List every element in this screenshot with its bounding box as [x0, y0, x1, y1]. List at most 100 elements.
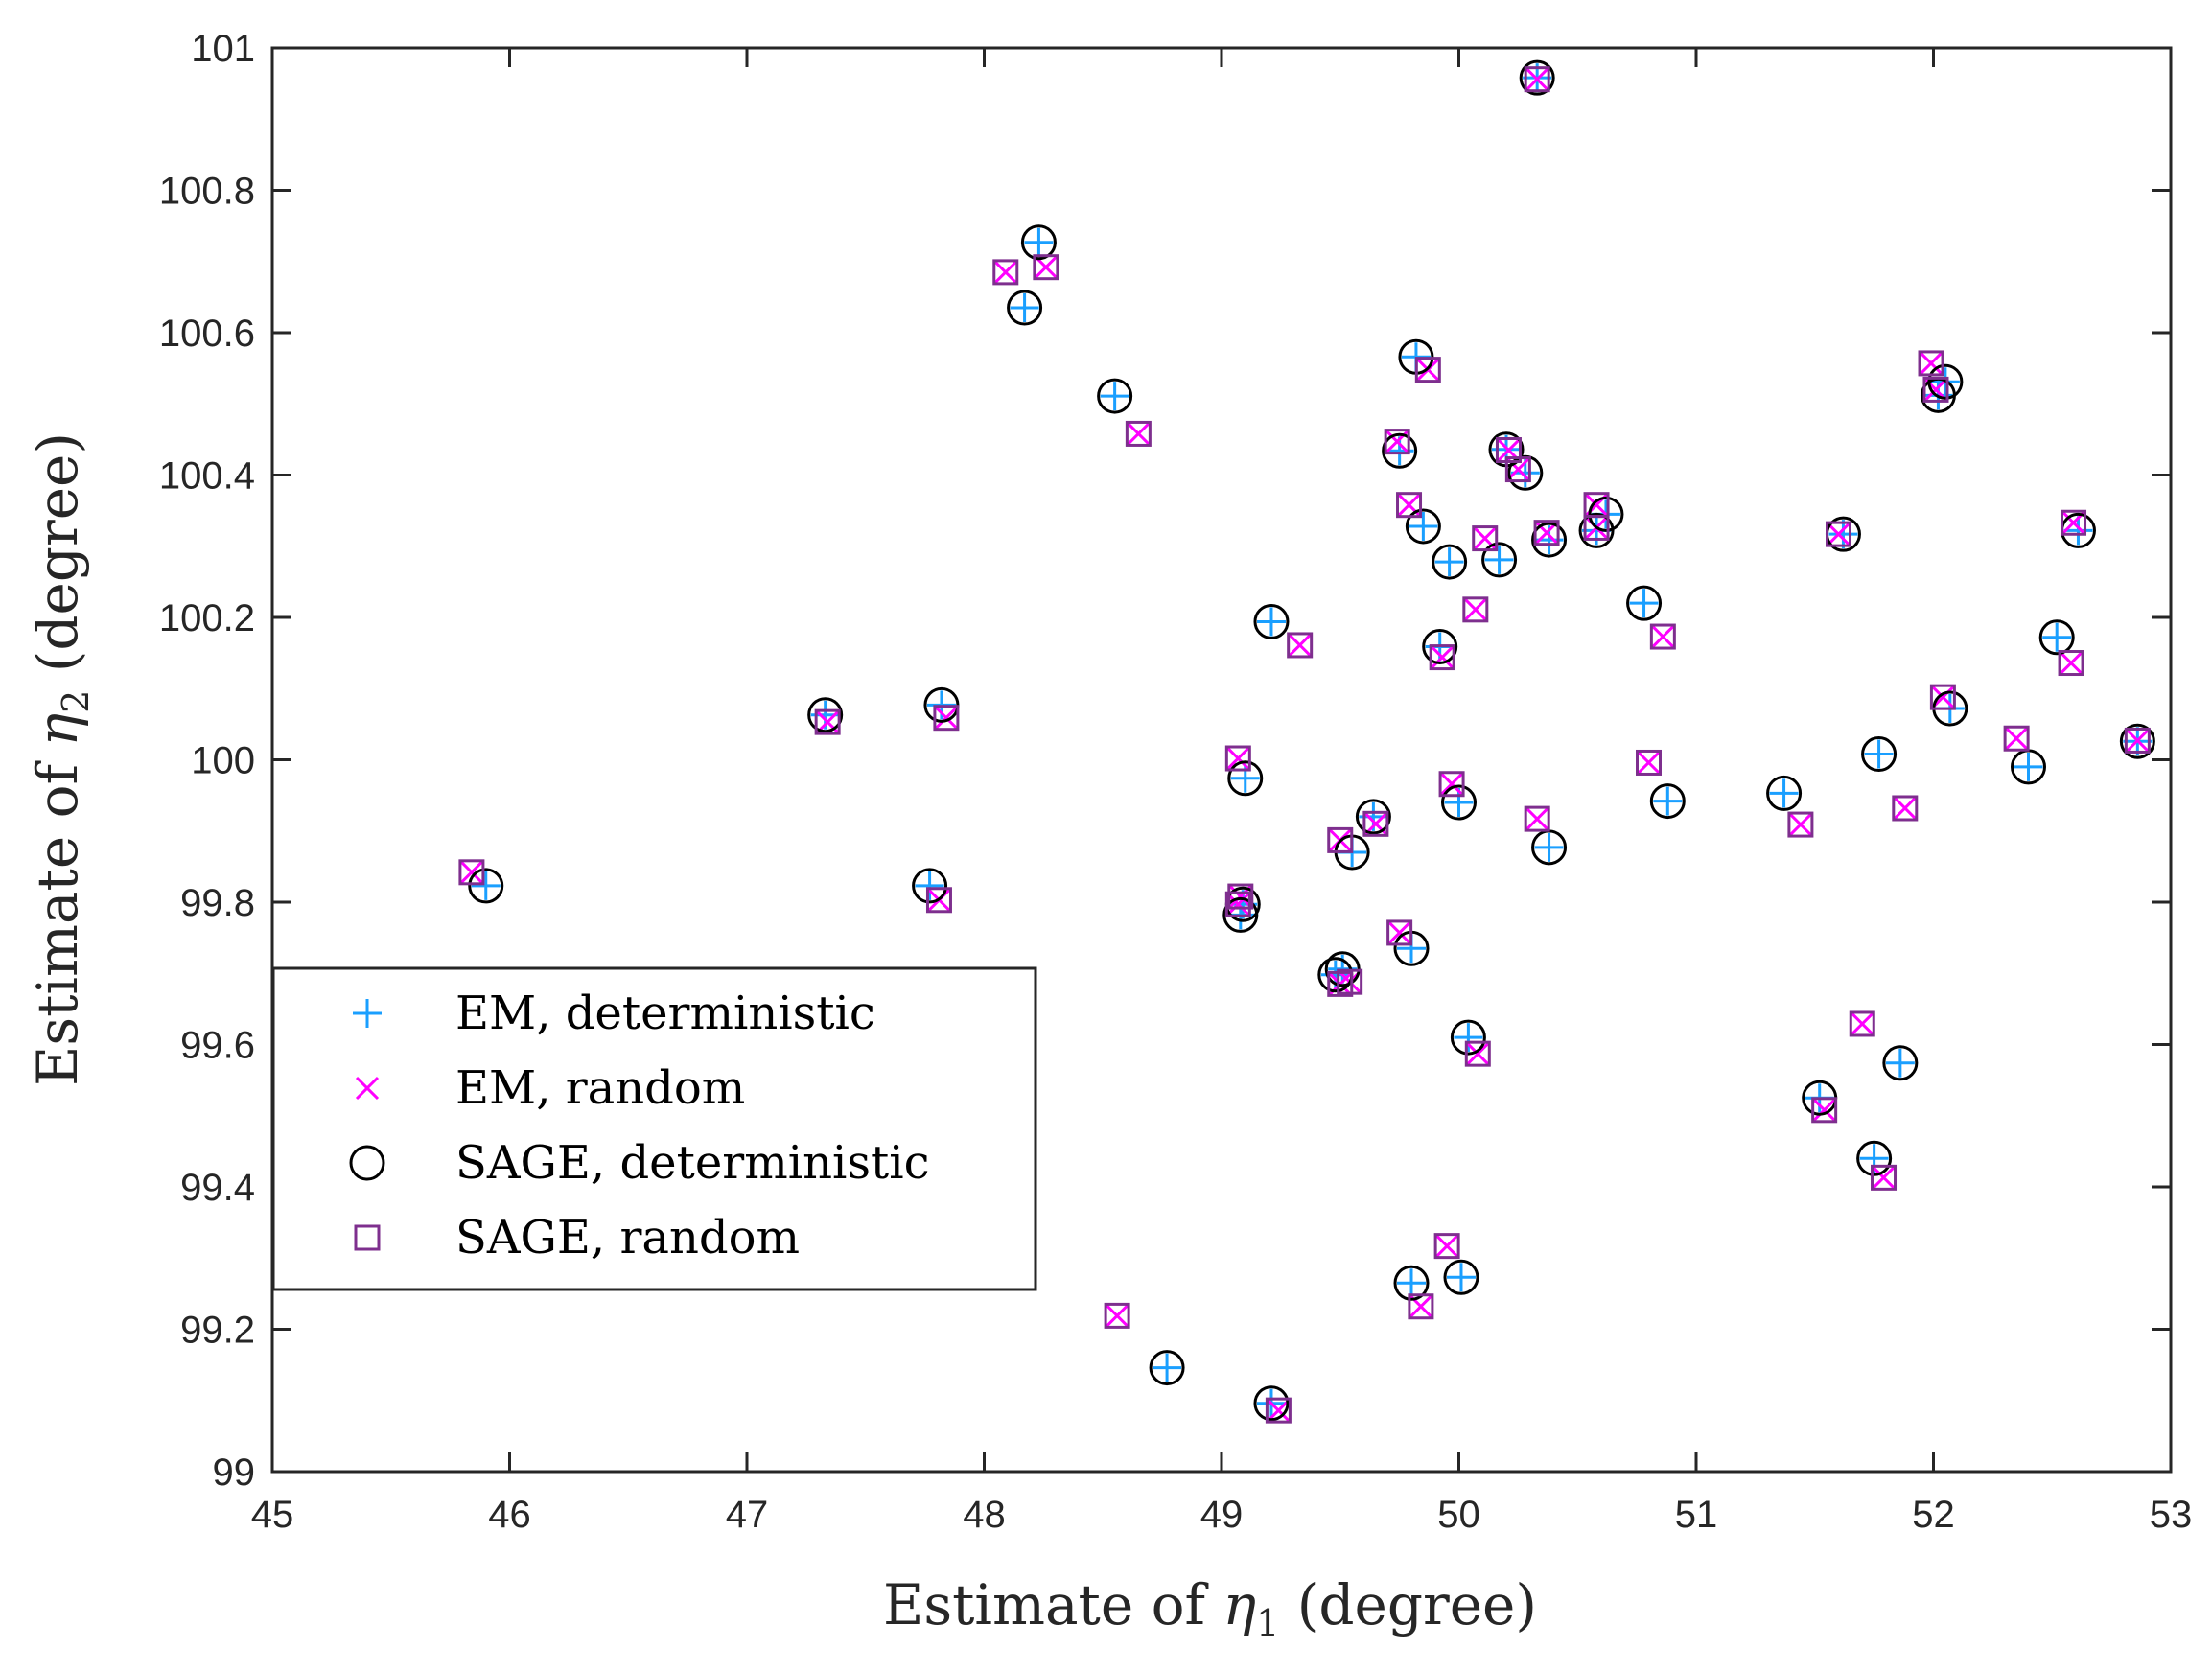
em-deterministic-point: [1010, 293, 1039, 323]
legend-box: [271, 966, 1037, 1291]
x-tick-label: 51: [1675, 1494, 1718, 1536]
x-tick-label: 50: [1437, 1494, 1480, 1536]
sage-deterministic-point: [1227, 760, 1264, 797]
em-random-point: [1525, 67, 1549, 91]
em-deterministic-point: [1484, 545, 1514, 574]
em-deterministic-point: [915, 871, 944, 900]
sage-deterministic-point: [1861, 736, 1898, 773]
legend-marker-em-random: [355, 1076, 380, 1101]
sage-deterministic-point: [1253, 603, 1290, 639]
sage-random-point: [992, 259, 1019, 286]
em-random-point: [1893, 796, 1917, 821]
sage-deterministic-point: [2119, 723, 2155, 759]
sage-random-point: [1396, 492, 1423, 519]
sage-random-point: [1524, 66, 1550, 93]
em-random-point: [1267, 1399, 1291, 1423]
sage-random-point: [1224, 745, 1251, 772]
sage-deterministic-point: [1443, 1259, 1479, 1295]
legend-label-sage-random: SAGE, random: [455, 1211, 800, 1265]
sage-random-point: [1433, 1233, 1460, 1260]
em-random-point: [993, 260, 1017, 284]
sage-deterministic-point: [1441, 784, 1477, 821]
em-deterministic-point: [2042, 622, 2072, 652]
em-deterministic-point: [1769, 778, 1799, 808]
legend-label-sage-deterministic: SAGE, deterministic: [455, 1136, 930, 1190]
sage-random-point: [1227, 883, 1254, 910]
sage-random-point: [1472, 525, 1499, 552]
sage-deterministic-point: [1405, 508, 1441, 545]
sage-random-point: [1327, 970, 1354, 997]
sage-random-point: [814, 708, 841, 735]
sage-random-point: [2124, 727, 2151, 754]
em-deterministic-point: [2014, 752, 2043, 781]
y-tick-label: 100.6: [159, 313, 255, 355]
sage-deterministic-point: [1531, 522, 1568, 558]
legend: EM, deterministic EM, random SAGE, deter…: [271, 966, 1037, 1291]
em-random-point: [1919, 351, 1944, 375]
y-tick-label: 99.4: [180, 1167, 255, 1209]
sage-deterministic-point: [1422, 628, 1458, 664]
sage-deterministic-point: [1382, 432, 1418, 469]
sage-random-point: [1826, 521, 1851, 547]
sage-random-point: [1327, 826, 1354, 853]
em-random-point: [1288, 633, 1312, 658]
em-random-point: [1431, 645, 1455, 669]
y-tick-label: 101: [191, 28, 255, 70]
sage-random-point: [1929, 684, 1956, 710]
sage-random-point: [1892, 795, 1919, 822]
em-random-point: [1466, 1042, 1490, 1066]
em-deterministic-point: [1653, 786, 1683, 816]
em-deterministic-point: [1100, 382, 1129, 411]
em-deterministic-point: [1828, 520, 1858, 549]
x-tick-label: 48: [963, 1494, 1006, 1536]
sage-random-point: [2061, 509, 2087, 536]
em-deterministic-point: [1534, 832, 1564, 862]
sage-deterministic-point: [1097, 378, 1133, 414]
sage-random-point: [1649, 623, 1676, 650]
legend-marker-sage-deterministic: [349, 1145, 385, 1181]
em-deterministic-point: [1446, 1263, 1476, 1292]
x-axis-label: Estimate of η1 (degree): [883, 1572, 1537, 1644]
sage-random-point: [458, 859, 485, 886]
sage-deterministic-point: [1355, 799, 1391, 835]
sage-random-point: [1408, 1293, 1434, 1320]
sage-random-point: [1337, 968, 1363, 995]
em-random-point: [1127, 422, 1151, 446]
legend-marker-em-deterministic: [353, 999, 382, 1028]
legend-label-em-random: EM, random: [455, 1061, 745, 1115]
sage-random-point: [1524, 805, 1550, 832]
sage-random-point: [1811, 1097, 1838, 1124]
sage-random-point: [1922, 376, 1949, 403]
sage-random-point: [1386, 919, 1413, 946]
sage-random-point: [1362, 810, 1389, 837]
axis-tick-labels: 45 46 47 48 49 50 51 52 53 99 99.2 99.4 99.6 99.8 100 1…: [159, 28, 2192, 1536]
y-tick-label: 99: [213, 1451, 256, 1494]
em-random-point: [1788, 813, 1812, 837]
sage-deterministic-point: [1432, 544, 1468, 580]
em-deterministic-point: [1629, 589, 1659, 618]
sage-random-point: [1438, 771, 1465, 798]
x-tick-label: 53: [2150, 1494, 2193, 1536]
sage-random-point: [1787, 811, 1814, 838]
sage-random-point: [1414, 357, 1441, 383]
sage-random-point: [2058, 650, 2084, 677]
y-tick-label: 99.6: [180, 1025, 255, 1067]
em-random-point: [1387, 920, 1411, 944]
em-random-point: [459, 860, 483, 884]
y-tick-label: 100.2: [159, 597, 255, 639]
sage-deterministic-point: [1649, 783, 1686, 820]
sage-random-point: [2003, 725, 2030, 752]
em-deterministic-point: [1409, 511, 1438, 541]
em-deterministic-point: [1864, 739, 1894, 769]
y-axis-label: Estimate of η2 (degree): [25, 432, 97, 1086]
sage-deterministic-point: [1253, 1385, 1290, 1422]
sage-deterministic-point: [1020, 224, 1057, 261]
x-tick-label: 49: [1200, 1494, 1244, 1536]
sage-random-point: [1871, 1164, 1898, 1191]
sage-deterministic-point: [1927, 363, 1964, 400]
sage-deterministic-point: [1481, 542, 1518, 578]
legend-marker-sage-random: [354, 1224, 381, 1251]
axis-ticks: [270, 46, 2173, 1474]
sage-deterministic-point: [1882, 1045, 1919, 1081]
em-random-point: [1525, 807, 1549, 831]
